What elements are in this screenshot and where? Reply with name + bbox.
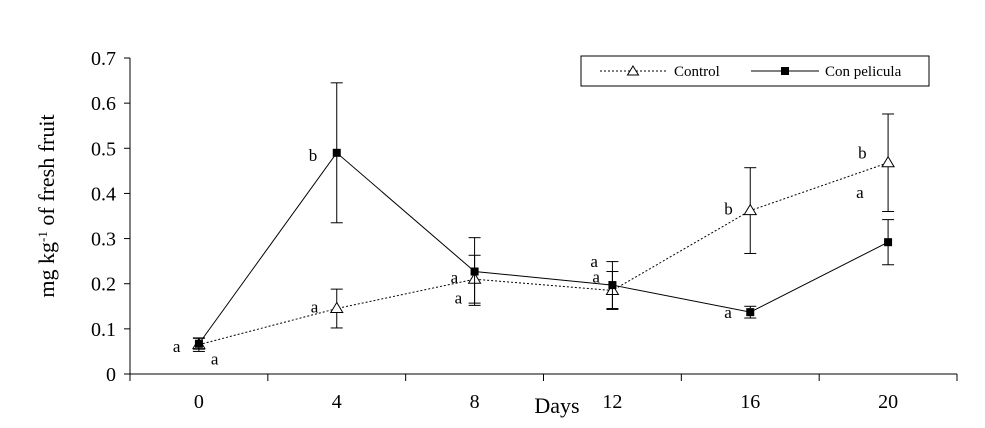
y-tick-label: 0.6	[91, 93, 116, 115]
significance-label: b	[724, 200, 733, 219]
significance-label: a	[311, 298, 319, 317]
series-control	[192, 113, 895, 352]
data-point	[329, 301, 344, 314]
x-tick-label: 4	[332, 391, 342, 413]
data-point	[608, 281, 617, 290]
x-tick-label: 16	[740, 391, 760, 413]
significance-label: a	[211, 350, 219, 369]
series-line	[198, 162, 889, 346]
x-tick-label: 20	[878, 391, 898, 413]
y-tick-label: 0.2	[91, 274, 116, 296]
significance-label: a	[590, 252, 598, 271]
y-tick-label: 0	[106, 364, 116, 386]
y-tick-label: 0.3	[91, 229, 116, 251]
data-point	[470, 267, 479, 276]
significance-label: a	[592, 267, 600, 286]
significance-label: a	[455, 289, 463, 308]
data-point	[746, 308, 755, 317]
x-tick-label: 8	[470, 391, 480, 413]
y-tick-label: 0.1	[91, 319, 116, 341]
y-tick-label: 0.4	[91, 183, 116, 205]
y-axis-title: mg kg-1 of fresh fruit	[34, 114, 59, 297]
significance-label: a	[451, 268, 459, 287]
series-layer	[192, 82, 895, 352]
y-axis-title-rest: of fresh fruit	[34, 114, 59, 231]
data-point	[194, 339, 203, 348]
legend: Control Con pelicula	[580, 55, 930, 87]
x-tick-label: 12	[602, 391, 622, 413]
data-point	[332, 148, 341, 157]
significance-label: a	[173, 337, 181, 356]
x-axis-title: Days	[534, 393, 579, 418]
y-tick-label: 0.5	[91, 138, 116, 160]
significance-label: b	[309, 146, 318, 165]
x-tick-label: 0	[194, 391, 204, 413]
y-axis-title-base: mg kg	[34, 242, 59, 298]
data-point	[884, 238, 893, 247]
y-tick-label: 0.7	[91, 48, 116, 70]
series-con-pelicula	[192, 82, 895, 350]
legend-control-label: Control	[674, 64, 720, 80]
legend-pelicula-marker	[781, 67, 789, 75]
legend-control-marker	[626, 65, 640, 76]
legend-pelicula-label: Con pelicula	[825, 64, 902, 80]
y-axis-title-sup: -1	[35, 231, 50, 242]
data-point	[743, 203, 758, 216]
ticks: 0 0.1 0.2 0.3 0.4 0.5 0.6 0.7 0 4 8 12 16 20	[91, 48, 958, 413]
significance-label: a	[724, 303, 732, 322]
series-line	[198, 152, 889, 345]
significance-label: b	[858, 144, 867, 163]
significance-label: a	[856, 183, 864, 202]
axes	[129, 58, 957, 375]
data-point	[881, 155, 895, 168]
